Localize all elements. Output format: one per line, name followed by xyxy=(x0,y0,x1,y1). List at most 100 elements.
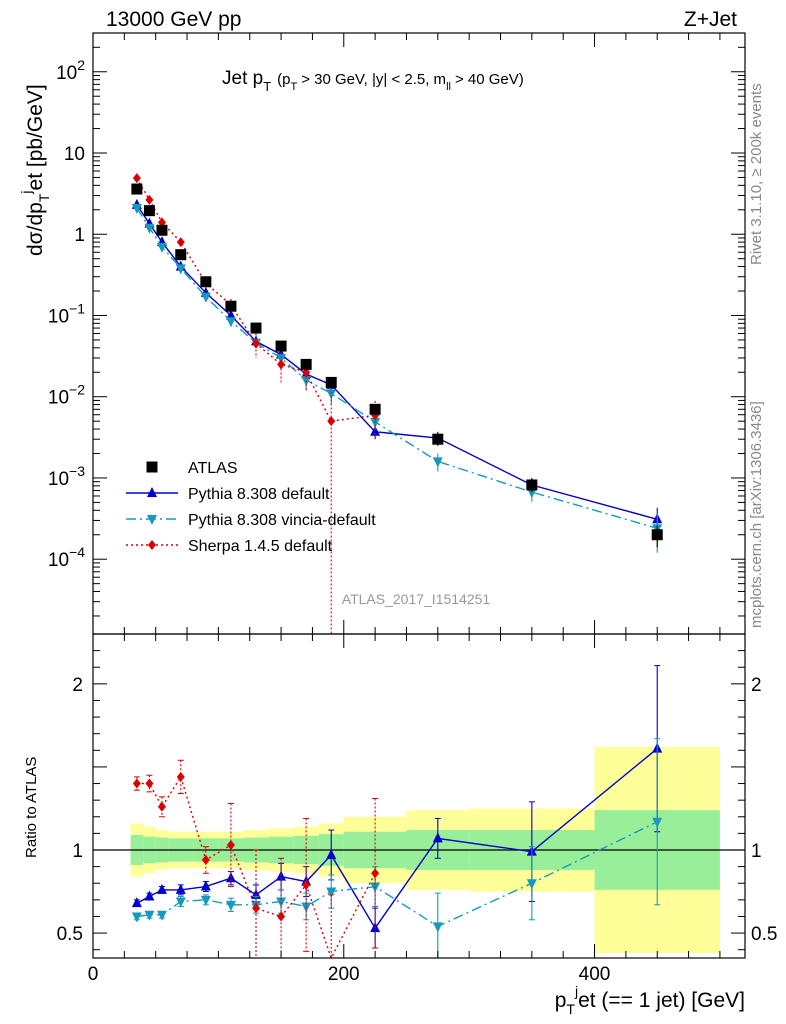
ratio-y-tick-label-right: 1 xyxy=(751,841,762,862)
atlas-point xyxy=(225,300,237,312)
rivet-version-label: Rivet 3.1.10, ≥ 200k events xyxy=(748,83,765,265)
pythia-8-308-vincia-default-ratio-point xyxy=(175,897,186,908)
pythia-8-308-vincia-default-point xyxy=(131,204,142,215)
x-tick-label: 200 xyxy=(328,964,360,985)
sherpa-1-4-5-default-point xyxy=(327,416,336,427)
atlas-point xyxy=(156,224,168,236)
sherpa-1-4-5-default-point xyxy=(145,194,154,205)
atlas-point xyxy=(143,205,155,217)
sherpa-1-4-5-default-ratio-point xyxy=(277,911,286,922)
pythia-8-308-vincia-default-ratio-point xyxy=(200,895,211,906)
pythia-8-308-vincia-default-point xyxy=(370,417,381,428)
main-plot xyxy=(131,173,663,634)
pythia-8-308-vincia-default-line xyxy=(136,207,658,529)
energy-label: 13000 GeV pp xyxy=(106,8,241,31)
atlas-point xyxy=(432,433,444,445)
sherpa-1-4-5-default-ratio-point xyxy=(226,840,235,851)
main-y-tick-label: 10−4 xyxy=(48,544,85,571)
legend: ATLAS Pythia 8.308 default Pythia 8.308 vi… xyxy=(126,460,376,555)
atlas-point xyxy=(651,529,663,541)
pythia-8-308-vincia-default-ratio-point xyxy=(326,887,337,898)
sherpa-1-4-5-default-ratio-point xyxy=(371,868,380,879)
pythia-8-308-vincia-default-ratio-point xyxy=(156,910,167,921)
atlas-point xyxy=(200,276,212,288)
sherpa-1-4-5-default-point xyxy=(252,338,260,349)
sherpa-1-4-5-default-ratio-point xyxy=(176,771,185,782)
legend-marker-pythia-8-308-default xyxy=(147,487,157,497)
sherpa-1-4-5-default-ratio-point xyxy=(157,801,166,812)
sherpa-1-4-5-default-ratio-point xyxy=(132,778,141,789)
pythia-8-308-default-ratio-point xyxy=(326,848,337,859)
ratio-y-tick-label-right: 2 xyxy=(751,675,762,696)
analysis-id-label: ATLAS_2017_I1514251 xyxy=(342,591,491,607)
main-y-tick-label: 10−3 xyxy=(48,463,85,490)
pythia-8-308-vincia-default-ratio-point xyxy=(652,817,663,828)
pythia-8-308-vincia-default-point xyxy=(156,242,167,253)
legend-label-atlas: ATLAS xyxy=(188,460,238,477)
sherpa-1-4-5-default-point xyxy=(132,173,141,184)
process-label: Z+Jet xyxy=(684,8,737,31)
legend-label-pythia-8-308-default: Pythia 8.308 default xyxy=(188,486,330,503)
pythia-8-308-vincia-default-point xyxy=(276,353,287,364)
pythia-8-308-default-ratio-point xyxy=(144,890,155,901)
atlas-point xyxy=(369,403,381,415)
sherpa-1-4-5-default-ratio-point xyxy=(302,879,311,890)
atlas-point xyxy=(526,479,538,491)
atlas-point xyxy=(175,249,187,261)
main-y-tick-label: 10−1 xyxy=(48,300,85,327)
sherpa-1-4-5-default-ratio-point xyxy=(252,903,260,914)
ratio-y-axis-label: Ratio to ATLAS xyxy=(23,757,40,858)
pythia-8-308-default-ratio-point xyxy=(200,880,211,891)
main-y-tick-label: 10−2 xyxy=(48,382,85,409)
pythia-8-308-default-ratio-point xyxy=(156,883,167,894)
x-axis-label: pTjet (== 1 jet) [GeV] xyxy=(555,983,745,1017)
pythia-8-308-vincia-default-point xyxy=(225,317,236,328)
pythia-8-308-vincia-default-point xyxy=(526,488,537,499)
pythia-8-308-vincia-default-point xyxy=(144,223,155,234)
atlas-point xyxy=(275,340,287,352)
atlas-point xyxy=(300,358,312,370)
main-y-tick-label: 10 xyxy=(64,144,85,165)
pythia-8-308-vincia-default-ratio-point xyxy=(144,910,155,921)
pythia-8-308-vincia-default-ratio-point xyxy=(131,912,142,923)
atlas-point xyxy=(131,183,143,195)
main-y-axis-label: dσ/dpTjet [pb/GeV] xyxy=(18,84,52,256)
legend-label-sherpa-1-4-5-default: Sherpa 1.4.5 default xyxy=(188,538,333,555)
pythia-8-308-vincia-default-point xyxy=(175,264,186,275)
x-tick-label: 0 xyxy=(88,964,99,985)
ratio-y-tick-label-left: 1 xyxy=(72,841,83,862)
pythia-8-308-vincia-default-point xyxy=(432,457,443,468)
pythia-8-308-default-ratio-point xyxy=(432,832,443,843)
ratio-plot-frame xyxy=(92,633,746,959)
pythia-8-308-vincia-default-point xyxy=(326,389,337,400)
pythia-8-308-vincia-default-ratio-point xyxy=(526,879,537,890)
pythia-8-308-vincia-default-ratio-point xyxy=(225,900,236,911)
x-tick-label: 400 xyxy=(579,964,611,985)
atlas-point xyxy=(250,322,262,334)
main-y-tick-label: 102 xyxy=(56,57,85,84)
legend-marker-sherpa-1-4-5-default xyxy=(148,540,156,550)
sherpa-1-4-5-default-point xyxy=(277,359,286,370)
pythia-8-308-default-ratio-point xyxy=(175,883,186,894)
sherpa-1-4-5-default-ratio-point xyxy=(201,854,210,865)
sherpa-1-4-5-default-point xyxy=(176,237,185,248)
legend-label-pythia-8-308-vincia-default: Pythia 8.308 vincia-default xyxy=(188,512,376,529)
ratio-y-tick-label-left: 2 xyxy=(72,675,83,696)
axes: 0 200 400 102 10 1 10−1 10−2 10−3 10−4 2 2 1 1 0.5 0.5 xyxy=(48,32,777,985)
ratio-plot xyxy=(131,665,663,960)
pythia-8-308-default-point xyxy=(225,309,236,320)
mcplots-label: mcplots.cern.ch [arXiv:1306.3436] xyxy=(748,401,765,628)
sherpa-1-4-5-default-ratio-point xyxy=(145,778,154,789)
pythia-8-308-vincia-default-ratio-point xyxy=(432,922,443,933)
ratio-y-tick-label-left: 0.5 xyxy=(57,924,83,945)
plot-title: Jet pT (pT > 30 GeV, |y| < 2.5, mll > 40 Ge… xyxy=(222,68,524,94)
atlas-point xyxy=(325,376,337,388)
legend-marker-atlas xyxy=(146,461,158,473)
pythia-8-308-default-ratio-point xyxy=(131,897,142,908)
main-y-tick-label: 1 xyxy=(74,225,85,246)
legend-marker-pythia-8-308-vincia-default xyxy=(147,515,157,525)
pythia-8-308-default-ratio-line xyxy=(136,748,658,930)
ratio-y-tick-label-right: 0.5 xyxy=(751,924,777,945)
pythia-8-308-vincia-default-point xyxy=(200,292,211,303)
